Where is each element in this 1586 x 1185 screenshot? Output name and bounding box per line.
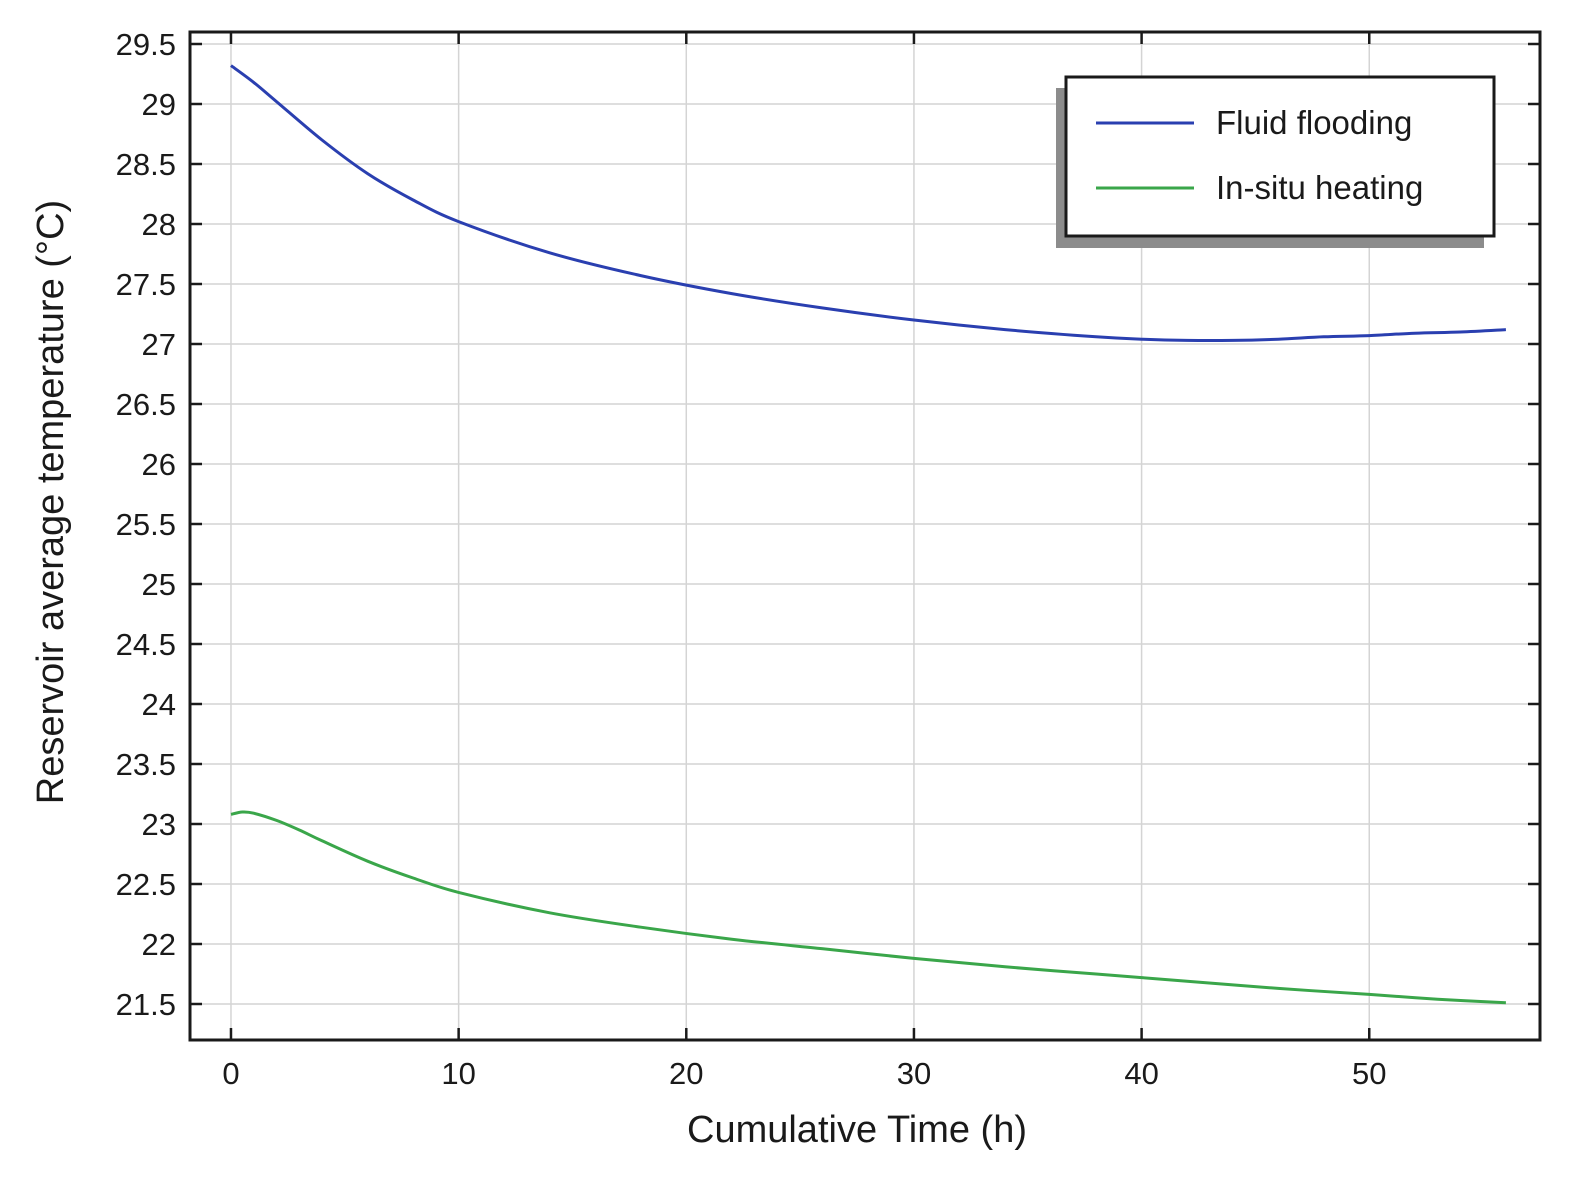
legend-label-fluid-flooding: Fluid flooding (1216, 104, 1412, 141)
x-tick-label: 30 (897, 1056, 931, 1091)
series-line-fluid-flooding (230, 64, 1506, 343)
legend-box (1064, 75, 1496, 238)
y-tick-label: 23 (142, 807, 176, 842)
x-tick-label: 20 (669, 1056, 703, 1091)
series-line-in-situ-heating (230, 810, 1506, 1005)
x-axis-title: Cumulative Time (h) (687, 1109, 1027, 1151)
y-tick-label: 26 (142, 447, 176, 482)
x-tick-label: 0 (222, 1056, 239, 1091)
axis-ticks (190, 32, 1540, 1040)
x-tick-label: 40 (1124, 1056, 1158, 1091)
y-tick-label: 26.5 (116, 387, 176, 422)
y-tick-label: 22.5 (116, 867, 176, 902)
y-tick-label: 27 (142, 327, 176, 362)
series-lines (230, 64, 1506, 1005)
y-tick-label: 25 (142, 567, 176, 602)
y-tick-label: 29.5 (116, 27, 176, 62)
y-tick-label: 24.5 (116, 627, 176, 662)
axis-tick-labels: 0 10 20 30 40 50 21.5 22 22.5 23 23.5 24 24.5 25 25.5 2… (116, 27, 1387, 1091)
y-tick-label: 23.5 (116, 747, 176, 782)
plot-frame (188, 30, 1542, 1042)
legend: Fluid flooding In-situ heating (1056, 75, 1496, 248)
x-tick-label: 50 (1352, 1056, 1386, 1091)
y-tick-label: 22 (142, 927, 176, 962)
y-axis-title: Reservoir average temperature (°C) (30, 200, 72, 804)
y-tick-label: 25.5 (116, 507, 176, 542)
y-tick-label: 27.5 (116, 267, 176, 302)
y-tick-label: 29 (142, 87, 176, 122)
x-tick-label: 10 (441, 1056, 475, 1091)
y-tick-label: 24 (142, 687, 176, 722)
y-tick-label: 28.5 (116, 147, 176, 182)
legend-label-in-situ-heating: In-situ heating (1216, 169, 1423, 206)
y-tick-label: 28 (142, 207, 176, 242)
y-tick-label: 21.5 (116, 987, 176, 1022)
